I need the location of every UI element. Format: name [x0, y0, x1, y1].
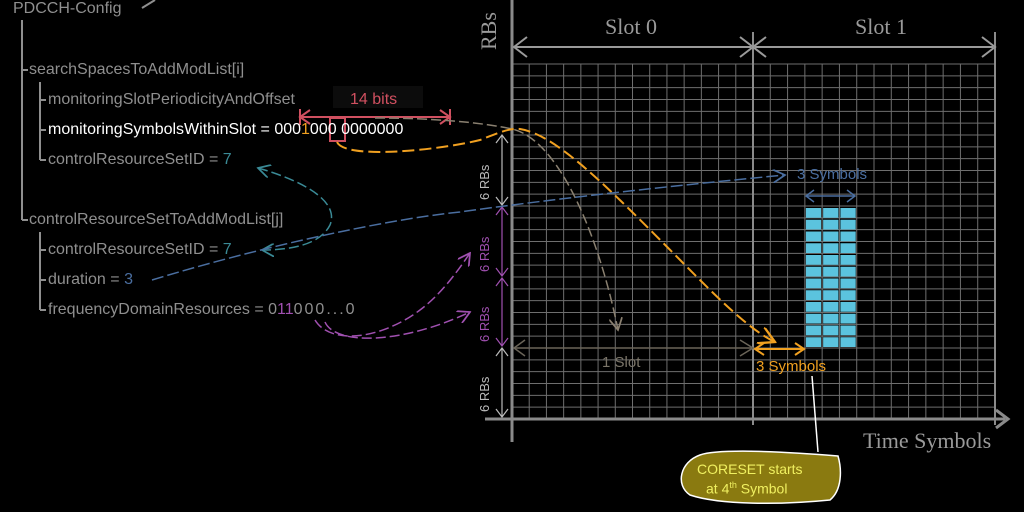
bits-label: 14 bits	[350, 91, 398, 108]
freq-highlight: 11	[277, 301, 294, 318]
offset-arrow	[753, 342, 806, 356]
bits-label-bg	[333, 86, 423, 108]
duration-label: duration =	[48, 271, 125, 288]
callout-line1: CORESET starts	[697, 461, 803, 477]
freq-label: frequencyDomainResources =	[48, 301, 269, 318]
rb-group-4: 6 RBs	[477, 376, 492, 412]
monitoring-symbols-row: monitoringSymbolsWithinSlot = 0001000 00…	[48, 122, 403, 138]
ss-coreset-id-value: 7	[222, 151, 232, 168]
x-axis-label: Time Symbols	[863, 428, 992, 453]
periodicity-label: monitoringSlotPeriodicityAndOffset	[48, 91, 295, 108]
bits-prefix: 000	[274, 121, 302, 138]
tree-lines	[21, 0, 156, 311]
freq-row: frequencyDomainResources = 011000...0	[48, 302, 357, 318]
slot-0-label: Slot 0	[605, 14, 657, 39]
one-slot-arrow	[512, 339, 755, 357]
bits-bracket	[298, 109, 452, 142]
callout-pointer	[811, 375, 819, 453]
monitoring-symbols-label: monitoringSymbolsWithinSlot =	[48, 121, 275, 138]
bits-suffix: 000 0000000	[309, 121, 404, 138]
rb-group-3: 6 RBs	[477, 306, 492, 342]
callout-ordinal: at 4	[706, 480, 730, 497]
bits-highlight: 1	[301, 121, 310, 138]
rb-group-2: 6 RBs	[477, 236, 492, 272]
callout-bubble	[680, 450, 842, 505]
freq-prefix: 0	[268, 301, 278, 318]
duration-value: 3	[124, 271, 133, 288]
axes	[485, 0, 1011, 442]
coreset-id-value: 7	[222, 241, 232, 258]
slot-arrows	[512, 36, 997, 58]
duration-row: duration = 3	[48, 272, 133, 288]
one-slot-label: 1 Slot	[602, 354, 641, 371]
callout-symbol: Symbol	[736, 480, 788, 497]
freq-suffix: 000...0	[293, 301, 357, 318]
duration-symbols-label: 3 Symbols	[797, 166, 868, 183]
coreset-id-label: controlResourceSetID =	[48, 241, 223, 258]
offset-label: 3 Symbols	[756, 358, 827, 375]
rb-arrows	[495, 134, 509, 418]
callout-sup: th	[729, 480, 737, 490]
coreset-block	[805, 208, 856, 347]
coreset-id-row: controlResourceSetID = 7	[48, 242, 232, 258]
y-axis-label: RBs	[476, 12, 501, 50]
coreset-list-label: controlResourceSetToAddModList[j]	[29, 211, 284, 228]
rb-group-1: 6 RBs	[477, 164, 492, 200]
ss-coreset-id-row: controlResourceSetID = 7	[48, 152, 232, 168]
search-spaces-label: searchSpacesToAddModList[i]	[29, 61, 245, 78]
pdcch-config-label: PDCCH-Config	[13, 0, 122, 17]
slot-1-label: Slot 1	[855, 14, 907, 39]
duration-arrow	[804, 189, 857, 203]
ss-coreset-id-label: controlResourceSetID =	[48, 151, 223, 168]
callout-line2: at 4th Symbol	[706, 481, 787, 496]
